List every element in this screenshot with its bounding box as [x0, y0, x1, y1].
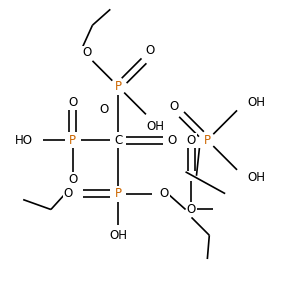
- Text: O: O: [169, 100, 178, 113]
- Text: P: P: [69, 134, 76, 147]
- Text: P: P: [115, 80, 122, 93]
- Text: O: O: [100, 103, 109, 116]
- Text: OH: OH: [109, 229, 127, 242]
- Text: O: O: [167, 134, 176, 147]
- Text: OH: OH: [247, 96, 265, 109]
- Text: O: O: [82, 47, 91, 59]
- Text: P: P: [204, 134, 211, 147]
- Text: O: O: [187, 134, 196, 147]
- Text: O: O: [63, 187, 73, 200]
- Text: O: O: [68, 173, 77, 186]
- Text: OH: OH: [247, 171, 265, 184]
- Text: OH: OH: [147, 120, 165, 133]
- Text: O: O: [160, 187, 169, 200]
- Text: O: O: [68, 96, 77, 109]
- Text: C: C: [114, 134, 122, 147]
- Text: P: P: [115, 187, 122, 200]
- Text: P: P: [115, 80, 122, 93]
- Text: P: P: [204, 134, 211, 147]
- Text: O: O: [145, 44, 155, 57]
- Text: P: P: [115, 187, 122, 200]
- Text: HO: HO: [15, 134, 33, 147]
- Text: O: O: [187, 203, 196, 216]
